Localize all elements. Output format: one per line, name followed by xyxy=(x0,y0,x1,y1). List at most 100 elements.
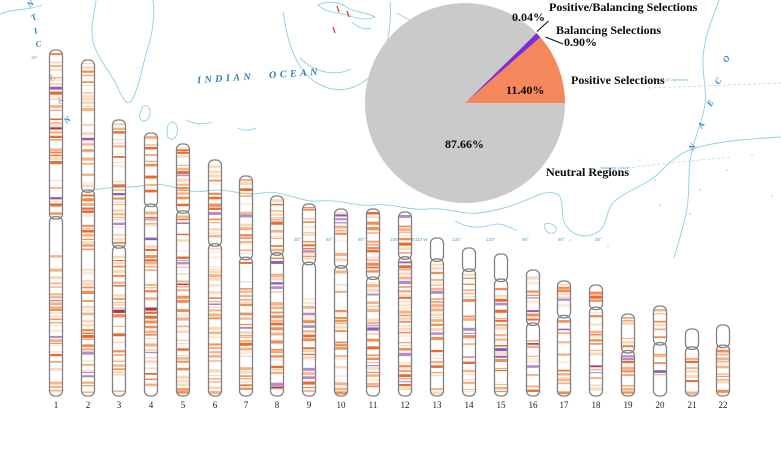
chromosome-1-bands xyxy=(50,53,62,392)
chromosome-3: 3 xyxy=(111,119,127,410)
graticule-label: 130° xyxy=(452,237,462,242)
chromosome-3-label: 3 xyxy=(117,400,122,410)
chromosome-5: 5 xyxy=(175,143,191,410)
graticule-label: 30° xyxy=(294,237,301,242)
chromosome-20: 20 xyxy=(652,305,668,410)
chromosome-10-bands xyxy=(335,212,347,395)
chromosome-14-bands xyxy=(463,273,475,393)
chromosome-13-label: 13 xyxy=(433,400,443,410)
ocean-letter: T xyxy=(29,11,39,23)
callout-line-balancing xyxy=(545,36,564,45)
chromosome-19: 19 xyxy=(620,313,636,410)
graticule-label: 100° xyxy=(390,237,400,242)
chromosome-15-bands xyxy=(495,288,507,393)
graticule-label: 15° xyxy=(31,55,38,60)
ocean-letter: N xyxy=(24,0,37,10)
pie-slice-balancing-selections xyxy=(465,33,541,104)
graticule-label: 60° xyxy=(326,237,333,242)
chromosome-2-label: 2 xyxy=(86,400,91,410)
chromosome-6: 6 xyxy=(207,159,223,410)
pie-slices xyxy=(364,3,565,204)
pie-slice-positive-balancing-selections xyxy=(465,33,537,103)
chromosome-4-bands xyxy=(145,136,157,387)
chromosome-12-bands xyxy=(399,215,411,391)
chromosome-18: 18 xyxy=(588,284,604,410)
graticule-labels: 15° 30° 60° 90° 100° E110 W 130° 120° 90° 60° 30° xyxy=(31,55,602,242)
map-dashed-lines xyxy=(562,82,781,177)
chromosome-7-label: 7 xyxy=(244,400,249,410)
chromosome-19-label: 19 xyxy=(624,400,634,410)
australia-coastline xyxy=(282,1,391,91)
pie-label-positive-pct: 11.40% xyxy=(506,83,545,97)
chromosome-6-bands xyxy=(209,165,221,395)
chromosome-5-label: 5 xyxy=(181,400,186,410)
graticule-label: 30° xyxy=(595,237,602,242)
chromosome-15: 15 xyxy=(493,253,509,410)
ocean-letter: O xyxy=(720,54,732,65)
chromosome-16: 16 xyxy=(525,269,541,410)
pie-label-neutral-title: Neutral Regions xyxy=(546,165,629,179)
ocean-letter: I xyxy=(32,25,40,36)
chromosome-8-bands xyxy=(271,199,283,390)
chromosome-20-label: 20 xyxy=(656,400,666,410)
chromosome-9: 9 xyxy=(301,203,317,410)
chromosome-11-label: 11 xyxy=(369,400,378,410)
pie-slice-positive-selections xyxy=(465,37,565,103)
chromosome-12: 12 xyxy=(397,211,413,410)
antarctic-circle-line xyxy=(562,156,733,177)
ocean-letter: C xyxy=(35,38,42,49)
india-coastline xyxy=(91,0,155,103)
chromosome-15-label: 15 xyxy=(497,400,507,410)
pie-label-balancing-pct: 0.90% xyxy=(564,35,597,49)
indonesia-coastline xyxy=(317,1,376,20)
chromosome-16-bands xyxy=(527,276,539,392)
graticule-label: 90° xyxy=(522,237,529,242)
chromosome-19-bands xyxy=(622,317,634,394)
chromosome-8-label: 8 xyxy=(275,400,280,410)
chromosome-5-bands xyxy=(177,147,189,394)
chromosome-8: 8 xyxy=(269,195,285,410)
chromosome-17: 17 xyxy=(556,280,572,410)
chromosome-14-label: 14 xyxy=(465,400,475,410)
graticule-label: 120° xyxy=(486,237,496,242)
chromosome-3-bands xyxy=(113,123,125,393)
pie-label-positive-balancing-title: Positive/Balancing Selections xyxy=(549,0,698,14)
chromosome-21-label: 21 xyxy=(688,400,697,410)
south-america-coastline xyxy=(673,0,720,259)
chromosome-18-label: 18 xyxy=(592,400,602,410)
pie-label-balancing-title: Balancing Selections xyxy=(556,23,662,37)
chromosome-4: 4 xyxy=(143,132,159,410)
chromosome-22: 22 xyxy=(715,324,731,410)
chromosome-13: 13 xyxy=(429,237,445,410)
chromosome-20-bands xyxy=(654,309,666,376)
chromosome-12-label: 12 xyxy=(401,400,410,410)
chromosome-14: 14 xyxy=(461,247,477,410)
chromosome-17-bands xyxy=(558,284,570,395)
chromosome-17-label: 17 xyxy=(560,400,570,410)
ocean-letter: C xyxy=(712,76,724,86)
callout-lines xyxy=(536,20,564,45)
chromosome-16-label: 16 xyxy=(529,400,539,410)
red-map-marks xyxy=(332,5,350,34)
chromosome-11: 11 xyxy=(365,208,381,410)
coastlines xyxy=(0,0,781,259)
chromosome-11-bands xyxy=(367,212,379,388)
chromosome-7-bands xyxy=(240,179,252,390)
pie-label-neutral-pct: 87.66% xyxy=(445,137,484,151)
antarctic-circle-label: Antarctic Circle xyxy=(600,165,629,170)
chromosome-9-bands xyxy=(303,207,315,392)
graticule-label: 60° xyxy=(558,237,565,242)
chromosome-2-bands xyxy=(82,63,94,393)
chromosome-21: 21 xyxy=(684,328,700,410)
chromosome-10: 10 xyxy=(333,208,349,410)
chromosome-2: 2 xyxy=(80,59,96,410)
chromosome-1-label: 1 xyxy=(54,400,59,410)
chromosome-4-label: 4 xyxy=(149,400,154,410)
graticule-label: 90° xyxy=(358,237,365,242)
tropic-line xyxy=(647,82,781,89)
tropic-of-capricorn-label: Tropic of Capricorn xyxy=(652,77,689,82)
antarctica-coastline xyxy=(85,136,781,237)
chromosome-7: 7 xyxy=(238,175,254,410)
